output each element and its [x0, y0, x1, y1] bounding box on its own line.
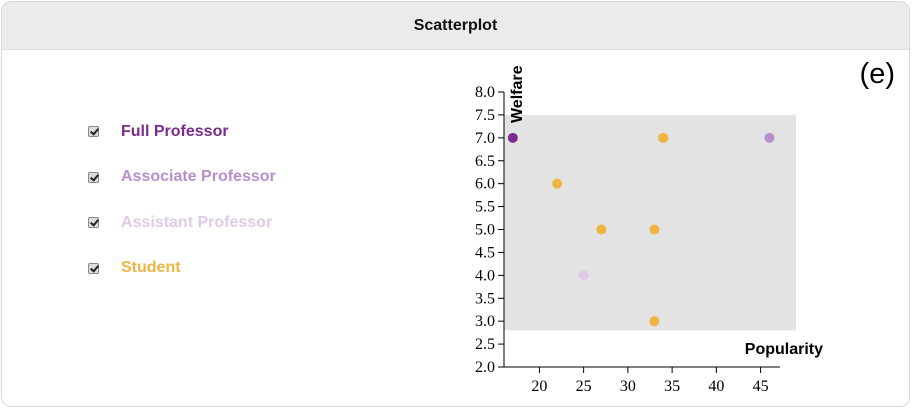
data-point [649, 224, 660, 235]
assistant-professor-checkbox[interactable] [88, 217, 99, 228]
data-point [649, 316, 660, 327]
panel-letter: (e) [859, 58, 895, 90]
data-point [552, 178, 563, 189]
data-point [596, 224, 607, 235]
data-point [764, 132, 775, 143]
y-tick-label: 3.0 [475, 313, 495, 330]
x-tick-label: 45 [753, 378, 769, 395]
legend-item-full-professor[interactable]: Full Professor [88, 120, 388, 143]
y-tick-label: 2.5 [475, 336, 495, 353]
legend-item-associate-professor[interactable]: Associate Professor [88, 166, 388, 189]
y-tick-label: 4.0 [475, 267, 495, 284]
y-tick-label: 2.0 [475, 359, 495, 376]
y-tick-label: 7.0 [475, 130, 495, 147]
panel-title: Scatterplot [2, 2, 909, 50]
data-points [507, 132, 775, 327]
legend-item-student[interactable]: Student [88, 257, 388, 280]
full-professor-checkbox[interactable] [88, 126, 99, 137]
data-point [507, 132, 518, 143]
legend-label: Student [121, 259, 181, 276]
data-point [578, 270, 589, 281]
x-tick-label: 40 [708, 378, 724, 395]
x-tick-label: 20 [531, 378, 547, 395]
data-point [658, 132, 669, 143]
y-tick-label: 6.0 [475, 176, 495, 193]
y-tick-label: 5.5 [475, 199, 495, 216]
x-axis: 20 25 30 35 40 45 [504, 366, 780, 395]
legend-label: Full Professor [121, 122, 229, 140]
y-axis-title: Welfare [509, 65, 526, 123]
y-tick-label: 8.0 [475, 84, 495, 101]
y-tick-label: 6.5 [475, 153, 495, 170]
x-tick-label: 35 [664, 378, 680, 395]
legend-label: Assistant Professor [121, 213, 273, 231]
legend-label: Associate Professor [121, 168, 276, 185]
student-checkbox[interactable] [88, 262, 99, 274]
x-tick-label: 25 [576, 378, 592, 395]
x-axis-title: Popularity [745, 341, 823, 358]
y-tick-label: 7.5 [475, 107, 495, 124]
y-axis: 2.0 2.5 3.0 3.5 4.0 4.5 5.0 5.5 6.0 6.5 7.0 7.5 8.0 [475, 84, 505, 376]
associate-professor-checkbox[interactable] [88, 171, 99, 183]
legend-item-assistant-professor[interactable]: Assistant Professor [88, 211, 388, 234]
y-tick-label: 4.5 [475, 244, 495, 261]
y-tick-label: 3.5 [475, 290, 495, 307]
x-tick-label: 30 [620, 378, 636, 395]
plot-area [504, 114, 796, 331]
legend: Full Professor Associate Professor Assis… [88, 120, 388, 302]
y-tick-label: 5.0 [475, 222, 495, 239]
